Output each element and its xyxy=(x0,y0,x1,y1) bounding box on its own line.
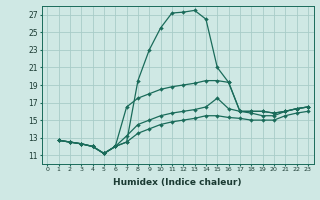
X-axis label: Humidex (Indice chaleur): Humidex (Indice chaleur) xyxy=(113,178,242,187)
